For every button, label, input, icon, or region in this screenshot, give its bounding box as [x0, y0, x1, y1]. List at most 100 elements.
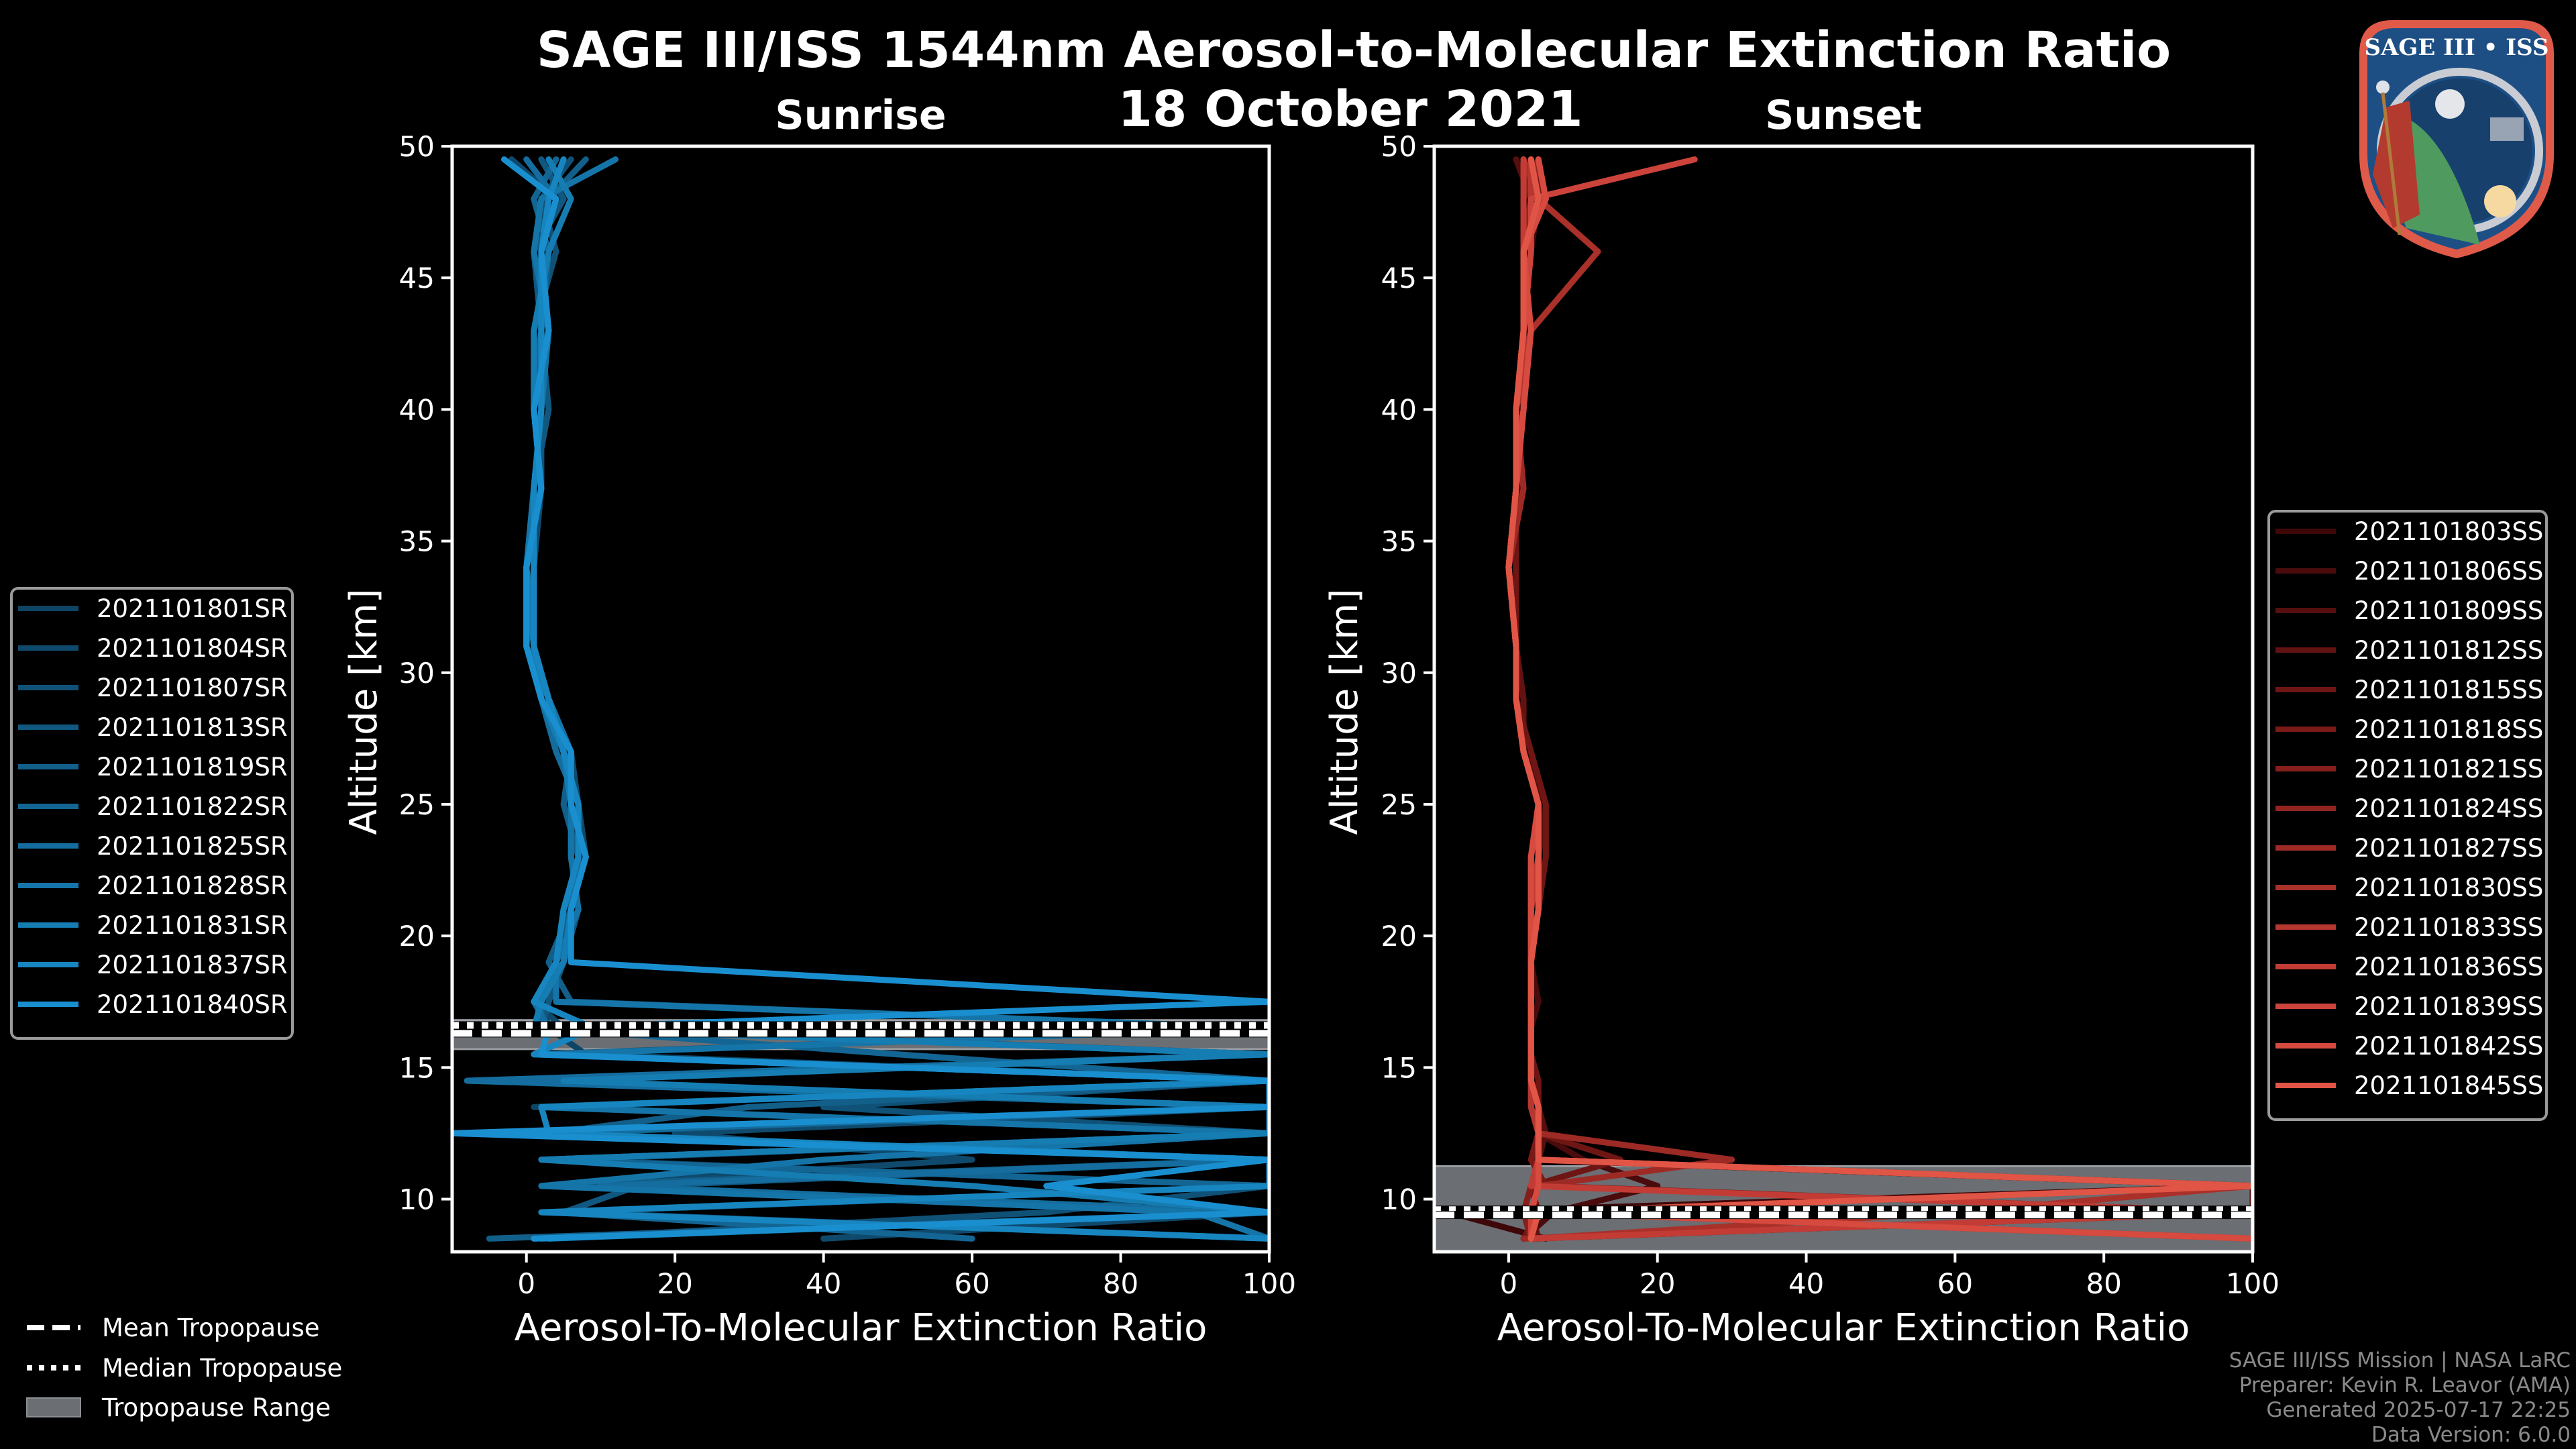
- sunset-y-tick-label: 40: [1381, 393, 1417, 426]
- legend-label: 2021101828SR: [97, 871, 288, 900]
- legend-label: 2021101812SS: [2354, 636, 2543, 665]
- sunset-x-tick-label: 80: [2086, 1267, 2121, 1300]
- legend-item: 2021101839SS: [2275, 992, 2543, 1021]
- legend-item: 2021101815SS: [2275, 676, 2543, 704]
- footer-mission: SAGE III/ISS Mission | NASA LaRC: [2229, 1348, 2571, 1373]
- legend-item: 2021101818SS: [2275, 715, 2543, 744]
- sunrise-y-tick-label: 35: [399, 525, 435, 558]
- sunset-plot: 0 20 40 60 80 100 10 15 20 25 30 35 40 45 50 Aerosol-To…: [1323, 130, 2279, 1350]
- legend-label: 2021101833SS: [2354, 913, 2543, 942]
- legend-label: 2021101813SR: [97, 713, 288, 742]
- footer-generated: Generated 2025-07-17 22:25: [2266, 1398, 2571, 1422]
- legend-label: 2021101807SR: [97, 674, 288, 702]
- legend-label: 2021101815SS: [2354, 676, 2543, 704]
- legend-item: 2021101836SS: [2275, 953, 2543, 981]
- sunrise-x-tick-label: 40: [806, 1267, 841, 1300]
- sunrise-y-tick-label: 45: [399, 262, 435, 294]
- legend-item: 2021101806SS: [2275, 557, 2543, 586]
- legend-label: 2021101825SR: [97, 832, 288, 861]
- sunset-y-tick-label: 45: [1381, 262, 1417, 294]
- legend-item: 2021101842SS: [2275, 1032, 2543, 1061]
- legend-item: 2021101845SS: [2275, 1071, 2543, 1100]
- sunrise-y-axis-label: Altitude [km]: [342, 588, 386, 835]
- sunrise-x-tick-label: 20: [657, 1267, 692, 1300]
- sunrise-legend-frame: [10, 587, 294, 1040]
- sunset-y-axis-label: Altitude [km]: [1323, 588, 1366, 835]
- legend-item: 2021101812SS: [2275, 636, 2543, 665]
- sunrise-x-tick-label: 0: [517, 1267, 535, 1300]
- sunrise-y-tick-label: 25: [399, 788, 435, 821]
- sunrise-y-tick-label: 30: [399, 657, 435, 690]
- sunrise-y-tick-label: 20: [399, 920, 435, 953]
- sunset-legend-frame: [2267, 510, 2548, 1121]
- legend-item: 2021101833SS: [2275, 913, 2543, 942]
- sage-iii-iss-mission-logo: SAGE III • ISS: [2359, 20, 2554, 258]
- legend-label: 2021101842SS: [2354, 1032, 2543, 1061]
- sunrise-profile-2021101840SR: [452, 156, 1269, 1242]
- sunrise-y-tick-label: 15: [399, 1051, 435, 1084]
- legend-label: 2021101803SS: [2354, 517, 2543, 546]
- legend-label: 2021101837SR: [97, 951, 288, 979]
- sunrise-x-tick-label: 100: [1242, 1267, 1296, 1300]
- sunrise-legend: 2021101801SR 2021101804SR 2021101807SR 2021…: [10, 587, 294, 1040]
- legend-label: 2021101836SS: [2354, 953, 2543, 981]
- legend-item: 2021101828SR: [18, 871, 288, 900]
- svg-text:SAGE III • ISS: SAGE III • ISS: [2364, 34, 2548, 61]
- legend-label: 2021101801SR: [97, 594, 288, 623]
- figure-title: SAGE III/ISS 1544nm Aerosol-to-Molecular…: [537, 21, 2171, 79]
- legend-label: 2021101806SS: [2354, 557, 2543, 586]
- sunrise-y-tick-label: 50: [399, 130, 435, 163]
- sunset-y-tick-label: 25: [1381, 788, 1417, 821]
- sunset-axes-frame: [1432, 144, 2255, 1254]
- sunset-y-tick-label: 30: [1381, 657, 1417, 690]
- sunrise-plot: 0 20 40 60 80 100 10 15 20 25 30 35 40 45 50 Aerosol-To…: [342, 130, 1296, 1350]
- sunset-panel-title: Sunset: [1765, 92, 1922, 139]
- tropopause-range-swatch: [26, 1397, 81, 1417]
- footer-credits: SAGE III/ISS Mission | NASA LaRC Prepare…: [2229, 1348, 2571, 1447]
- mean-tropopause-label: Mean Tropopause: [102, 1313, 320, 1342]
- legend-item: 2021101803SS: [2275, 517, 2543, 546]
- sunset-x-tick-label: 60: [1937, 1267, 1973, 1300]
- legend-item: 2021101831SR: [18, 911, 288, 940]
- legend-label: 2021101830SS: [2354, 873, 2543, 902]
- legend-item: 2021101801SR: [18, 594, 288, 623]
- sunrise-x-tick-label: 80: [1103, 1267, 1138, 1300]
- sunset-y-tick-label: 15: [1381, 1051, 1417, 1084]
- sunset-y-tick-label: 20: [1381, 920, 1417, 953]
- sunrise-y-tick-label: 40: [399, 393, 435, 426]
- legend-label: 2021101821SS: [2354, 755, 2543, 784]
- footer-preparer: Preparer: Kevin R. Leavor (AMA): [2239, 1373, 2571, 1397]
- legend-item: 2021101822SR: [18, 792, 288, 821]
- legend-label: 2021101818SS: [2354, 715, 2543, 744]
- legend-label: 2021101819SR: [97, 753, 288, 782]
- sunset-y-tick-label: 35: [1381, 525, 1417, 558]
- sunrise-x-tick-label: 60: [954, 1267, 989, 1300]
- legend-item: 2021101830SS: [2275, 873, 2543, 902]
- legend-item: 2021101804SR: [18, 634, 288, 663]
- sunset-x-axis-label: Aerosol-To-Molecular Extinction Ratio: [1497, 1306, 2190, 1350]
- sunset-y-tick-label: 10: [1381, 1183, 1417, 1216]
- sunrise-axes-frame: [450, 144, 1271, 1254]
- figure-date: 18 October 2021: [1118, 80, 1582, 138]
- legend-item: 2021101840SR: [18, 990, 288, 1019]
- legend-item: 2021101813SR: [18, 713, 288, 742]
- sunrise-panel-title: Sunrise: [775, 92, 946, 139]
- legend-label: 2021101824SS: [2354, 794, 2543, 823]
- tropopause-legend: Mean Tropopause Median Tropopause Tropop…: [26, 1313, 342, 1422]
- legend-item: 2021101807SR: [18, 674, 288, 702]
- legend-label: 2021101804SR: [97, 634, 288, 663]
- legend-item: 2021101827SS: [2275, 834, 2543, 863]
- median-tropopause-label: Median Tropopause: [102, 1354, 342, 1383]
- footer-version: Data Version: 6.0.0: [2371, 1423, 2571, 1447]
- sunrise-y-tick-label: 10: [399, 1183, 435, 1216]
- legend-label: 2021101809SS: [2354, 596, 2543, 625]
- legend-item: 2021101821SS: [2275, 755, 2543, 784]
- sunset-y-tick-label: 50: [1381, 130, 1417, 163]
- legend-item: 2021101809SS: [2275, 596, 2543, 625]
- legend-item: 2021101825SR: [18, 832, 288, 861]
- legend-item: 2021101824SS: [2275, 794, 2543, 823]
- sunset-plot-area: [1434, 146, 2253, 1252]
- legend-label: 2021101839SS: [2354, 992, 2543, 1021]
- legend-label: 2021101822SR: [97, 792, 288, 821]
